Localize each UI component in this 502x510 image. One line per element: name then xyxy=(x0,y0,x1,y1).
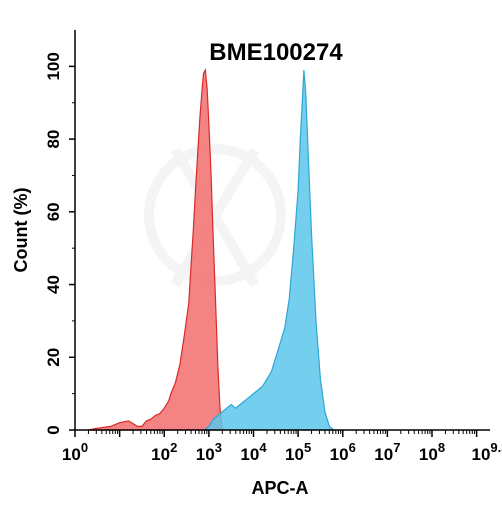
y-tick-label: 20 xyxy=(44,348,63,367)
y-tick-label: 40 xyxy=(44,275,63,294)
x-axis-label: APC-A xyxy=(252,478,309,498)
y-tick-label: 60 xyxy=(44,202,63,221)
y-tick-label: 100 xyxy=(44,52,63,80)
chart-title: BME100274 xyxy=(209,39,343,66)
y-tick-label: 80 xyxy=(44,130,63,149)
y-axis-label: Count (%) xyxy=(11,188,31,273)
y-tick-label: 0 xyxy=(44,425,63,434)
